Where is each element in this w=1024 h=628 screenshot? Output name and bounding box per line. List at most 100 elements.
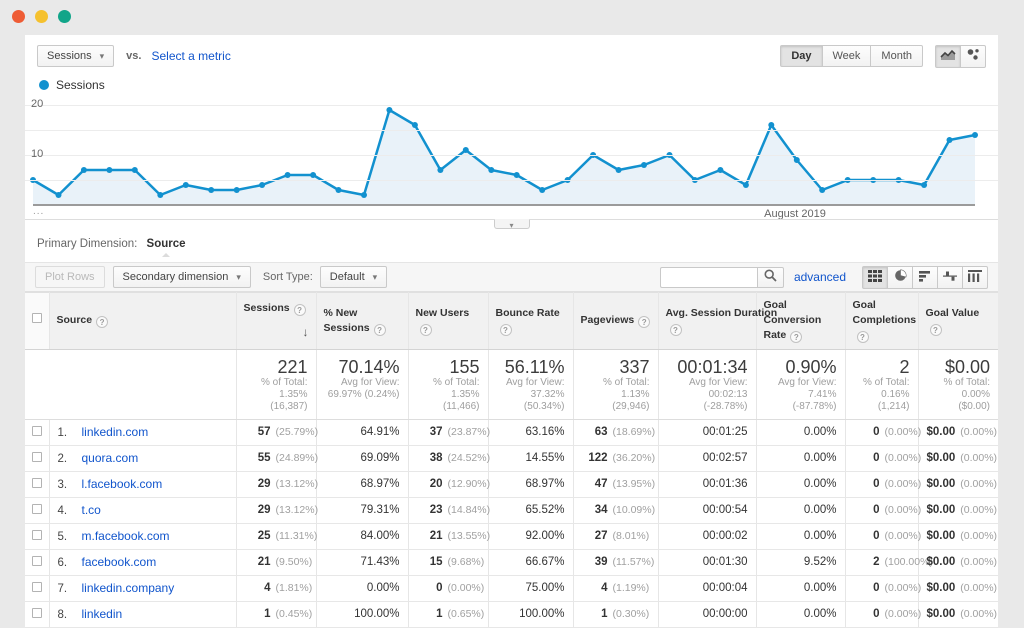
help-icon[interactable] — [669, 323, 682, 336]
source-link[interactable]: linkedin.com — [81, 425, 149, 440]
row-checkbox[interactable] — [31, 425, 42, 436]
vs-label: vs. — [126, 50, 142, 62]
col-header-avg_session_duration[interactable]: Avg. Session Duration — [658, 292, 777, 350]
secondary-dimension-dropdown[interactable]: Secondary dimension — [112, 266, 251, 288]
granularity-group: Day Week Month — [780, 45, 923, 67]
help-icon[interactable] — [499, 323, 512, 336]
comparison-view-button[interactable] — [937, 265, 963, 289]
table-view-button[interactable] — [862, 265, 888, 289]
cell-value: 1 — [601, 608, 608, 621]
help-icon[interactable] — [419, 323, 432, 336]
cell-value: 68.97% — [360, 478, 400, 491]
cell-value: 66.67% — [525, 556, 565, 569]
select-metric-link[interactable]: Select a metric — [151, 49, 231, 63]
source-link[interactable]: m.facebook.com — [81, 529, 170, 544]
cell-value: 21 — [257, 556, 271, 569]
col-header-new_users[interactable]: New Users — [408, 292, 489, 350]
col-header-goal_conversion_rate[interactable]: Goal Conversion Rate — [756, 292, 846, 350]
row-checkbox[interactable] — [31, 477, 42, 488]
window-dot-yellow[interactable] — [35, 10, 48, 23]
row-checkbox[interactable] — [31, 607, 42, 618]
advanced-search-link[interactable]: advanced — [793, 270, 846, 284]
search-button[interactable] — [756, 266, 784, 288]
cell-value: 00:01:30 — [702, 556, 748, 569]
source-link[interactable]: linkedin — [81, 607, 123, 622]
granularity-month-button[interactable]: Month — [870, 45, 923, 67]
source-link[interactable]: l.facebook.com — [81, 477, 163, 492]
cell-goal_value: $0.00 (0.00%) — [918, 549, 998, 576]
col-header-goal_value[interactable]: Goal Value — [918, 292, 998, 350]
cell-percentage: (13.95%) — [612, 478, 656, 491]
cell-value: 69.09% — [360, 452, 400, 465]
help-icon[interactable] — [96, 316, 109, 329]
row-checkbox[interactable] — [31, 529, 42, 540]
help-icon[interactable] — [929, 323, 942, 336]
summary-value: 0.90% — [785, 356, 837, 377]
window-dot-teal[interactable] — [58, 10, 71, 23]
cell-value: 1 — [436, 608, 443, 621]
legend-label: Sessions — [56, 78, 105, 92]
cell-percentage: (0.00%) — [960, 582, 998, 595]
line-chart-view-button[interactable] — [935, 44, 961, 68]
performance-view-button[interactable] — [912, 265, 938, 289]
source-cell: 1. linkedin.com — [49, 419, 237, 446]
col-header-bounce_rate[interactable]: Bounce Rate — [488, 292, 574, 350]
cell-percentage: (14.84%) — [447, 504, 491, 517]
source-link[interactable]: t.co — [81, 503, 101, 518]
col-header-goal_completions[interactable]: Goal Completions — [845, 292, 919, 350]
collapse-chart-button[interactable] — [493, 219, 530, 229]
search-input[interactable] — [659, 266, 757, 288]
help-icon[interactable] — [293, 303, 306, 316]
row-checkbox[interactable] — [31, 555, 42, 566]
table-toolbar: Plot Rows Secondary dimension Sort Type:… — [25, 262, 998, 292]
sort-descending-icon[interactable] — [303, 324, 309, 341]
row-checkbox-cell — [25, 523, 50, 550]
window-dot-red[interactable] — [12, 10, 25, 23]
cell-percentage: (0.00%) — [447, 582, 485, 595]
row-checkbox[interactable] — [31, 503, 42, 514]
source-link[interactable]: linkedin.company — [81, 581, 175, 596]
cell-goal_conversion_rate: 0.00% — [756, 471, 846, 498]
col-header-source[interactable]: Source — [49, 292, 237, 350]
motion-chart-view-button[interactable] — [960, 44, 986, 68]
help-icon[interactable] — [790, 331, 803, 344]
row-checkbox[interactable] — [31, 451, 42, 462]
col-header-new_sessions_pct[interactable]: % New Sessions — [316, 292, 409, 350]
summary-value: 337 — [619, 356, 650, 377]
granularity-day-button[interactable]: Day — [780, 45, 823, 67]
chevron-down-icon — [100, 50, 105, 62]
source-link[interactable]: facebook.com — [81, 555, 157, 570]
percentage-view-button[interactable] — [887, 265, 913, 289]
help-icon[interactable] — [638, 316, 651, 329]
col-header-pageviews[interactable]: Pageviews — [573, 292, 659, 350]
plot-rows-button[interactable]: Plot Rows — [35, 266, 105, 288]
cell-value: 00:02:57 — [702, 452, 748, 465]
select-all-checkbox[interactable] — [31, 313, 42, 324]
source-link[interactable]: quora.com — [81, 451, 139, 466]
cell-sessions: 25 (11.31%) — [236, 523, 317, 550]
pivot-view-button[interactable] — [962, 265, 988, 289]
granularity-week-button[interactable]: Week — [821, 45, 872, 67]
cell-avg_session_duration: 00:00:02 — [658, 523, 757, 550]
summary-bounce_rate: 56.11% Avg for View: 37.32% (50.34%) — [488, 349, 574, 420]
metric-selector-dropdown[interactable]: Sessions — [37, 45, 115, 67]
cell-goal_completions: 0 (0.00%) — [845, 523, 921, 550]
table-row: 7. linkedin.company 4 (1.81%) 0.00% 0 (0.00%) 7… — [25, 575, 998, 602]
cell-sessions: 29 (13.12%) — [236, 497, 318, 524]
row-checkbox-cell — [25, 471, 50, 498]
summary-value: 56.11% — [504, 356, 565, 377]
cell-percentage: (0.30%) — [612, 608, 650, 621]
cell-value: 27 — [594, 530, 608, 543]
help-icon[interactable] — [856, 331, 869, 344]
col-header-sessions[interactable]: Sessions — [236, 292, 317, 350]
cell-sessions: 57 (25.79%) — [236, 419, 318, 446]
cell-value: 92.00% — [525, 530, 565, 543]
table-header-row: Source Sessions % New Sessions New Users Bou… — [25, 292, 998, 350]
row-rank: 2. — [57, 453, 68, 466]
cell-value: 64.91% — [360, 426, 400, 439]
row-checkbox[interactable] — [31, 581, 42, 592]
help-icon[interactable] — [373, 323, 386, 336]
cell-bounce_rate: 68.97% — [488, 471, 574, 498]
dimension-tab-source[interactable]: Source — [146, 238, 186, 250]
sort-type-dropdown[interactable]: Default — [319, 266, 388, 288]
